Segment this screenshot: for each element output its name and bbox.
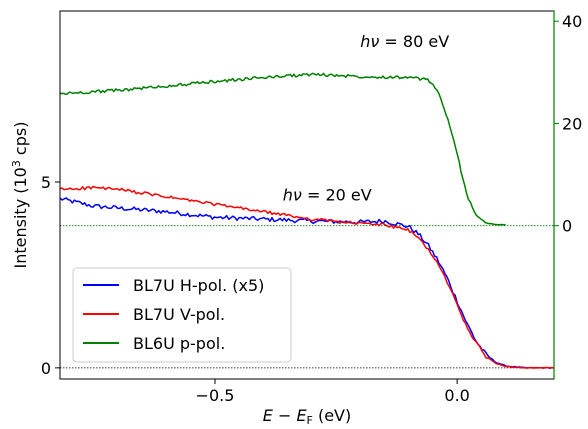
x-axis-ticks: −0.5 0.0 bbox=[196, 379, 470, 405]
x-tick-label: −0.5 bbox=[196, 386, 235, 405]
series-line-2 bbox=[60, 185, 554, 369]
series-line-3 bbox=[60, 72, 506, 226]
legend-label-3: BL6U p-pol. bbox=[133, 334, 225, 353]
y-right-tick-label: 20 bbox=[562, 114, 582, 133]
legend-box bbox=[72, 267, 292, 363]
y-left-tick-label: 5 bbox=[41, 173, 51, 192]
y-right-tick-label: 40 bbox=[562, 12, 582, 31]
y-right-tick-label: 0 bbox=[562, 217, 572, 236]
legend: BL7U H-pol. (x5) BL7U V-pol. BL6U p-pol. bbox=[72, 267, 292, 363]
y-left-axis-ticks: 05 bbox=[41, 173, 60, 378]
y-axis-label: Intensity (103 cps) bbox=[10, 122, 30, 269]
y-right-axis-ticks: 0 20 40 bbox=[554, 12, 582, 236]
legend-label-1: BL7U H-pol. (x5) bbox=[133, 276, 264, 295]
annotation-2: hν = 20 eV bbox=[283, 186, 372, 205]
series-layer bbox=[60, 72, 554, 370]
series-line-1 bbox=[60, 197, 554, 370]
legend-label-2: BL7U V-pol. bbox=[133, 305, 225, 324]
annotations: hν = 80 eV hν = 20 eV bbox=[283, 32, 449, 205]
x-tick-label: 0.0 bbox=[444, 386, 469, 405]
y-left-tick-label: 0 bbox=[41, 359, 51, 378]
baselines bbox=[60, 225, 554, 369]
x-axis-label: E − EF (eV) bbox=[263, 406, 351, 427]
annotation-1: hν = 80 eV bbox=[360, 32, 449, 51]
